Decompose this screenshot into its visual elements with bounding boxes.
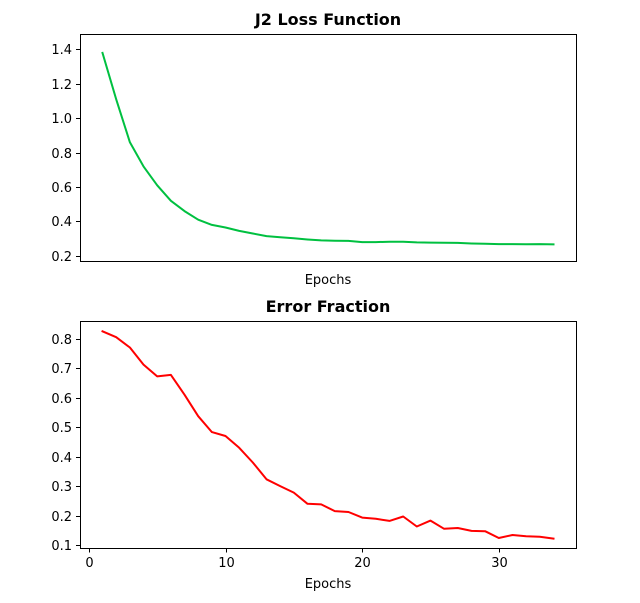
loss-chart-x-label: Epochs (305, 273, 352, 288)
error-chart-y-axis: 0.1 0.2 0.3 0.4 0.5 0.6 0.7 0.8 (51, 333, 80, 554)
error-chart-panel: Error Fraction 0.10.20.30.40.50.60.70.8 … (51, 297, 577, 592)
y-tick-label: 0.8 (51, 333, 72, 348)
y-tick-label: 0.2 (51, 250, 72, 265)
x-tick-label: 0 (85, 556, 93, 571)
y-tick-label: 0.7 (51, 362, 72, 377)
loss-chart-plot-area (101, 51, 555, 246)
error-chart-frame (80, 321, 577, 549)
y-tick-label: 0.6 (51, 392, 72, 407)
y-tick-label: 0.2 (51, 510, 72, 525)
series-line (101, 51, 555, 246)
y-tick-label: 0.6 (51, 181, 72, 196)
error-chart-plot-area (101, 329, 555, 540)
y-tick-label: 1.4 (51, 43, 72, 58)
y-tick-label: 0.4 (51, 215, 72, 230)
x-tick-label: 30 (491, 556, 508, 571)
loss-chart-frame (80, 34, 577, 262)
error-chart-title: Error Fraction (266, 297, 391, 316)
error-chart-x-axis: 0 10 20 30 (85, 548, 508, 571)
loss-chart-panel: J2 Loss Function 0.2 0.4 0.6 0.8 1.0 1.2 1.4 E… (51, 10, 577, 288)
y-tick-label: 0.8 (51, 147, 72, 162)
y-tick-label: 1.2 (51, 78, 72, 93)
loss-chart-title: J2 Loss Function (254, 10, 401, 29)
y-tick-label: 0.4 (51, 451, 72, 466)
loss-chart-y-axis: 0.2 0.4 0.6 0.8 1.0 1.2 1.4 (51, 43, 80, 265)
y-tick-label: 0.3 (51, 480, 72, 495)
y-tick-label: 0.5 (51, 421, 72, 436)
error-chart-x-label: Epochs (305, 577, 352, 592)
y-tick-label: 0.1 (51, 539, 72, 554)
series-line (101, 329, 555, 540)
y-tick-label: 1.0 (51, 112, 72, 127)
x-tick-label: 20 (354, 556, 371, 571)
x-tick-label: 10 (218, 556, 235, 571)
